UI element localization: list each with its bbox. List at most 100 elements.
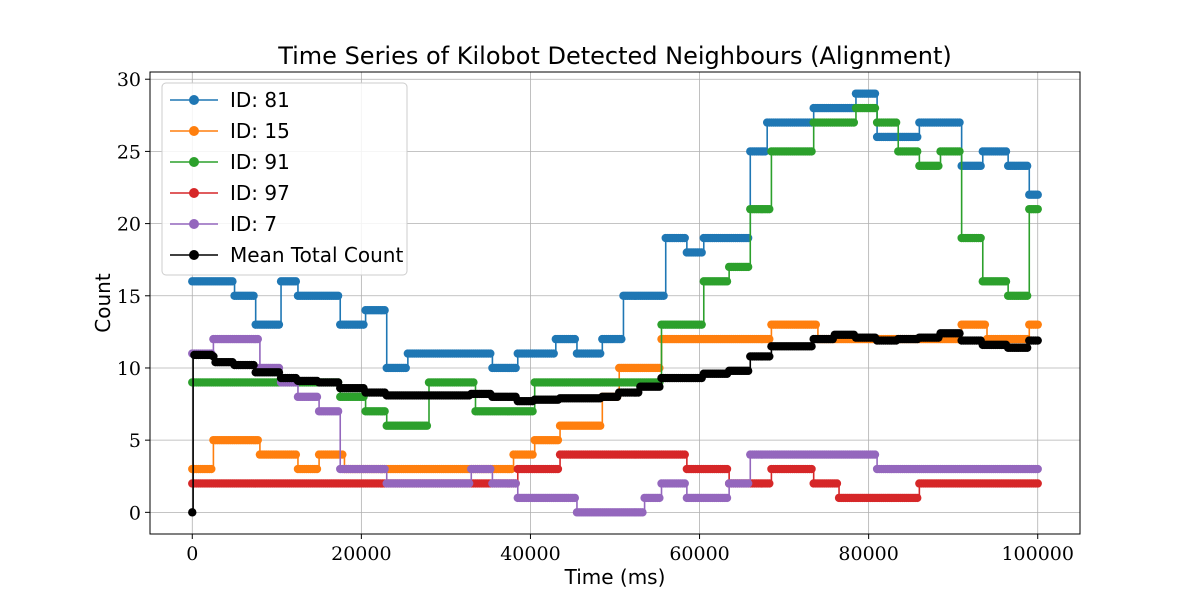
data-point (697, 248, 706, 257)
data-point (1033, 204, 1042, 214)
y-tick-label: 0 (129, 502, 141, 524)
data-point (743, 479, 753, 488)
data-point (380, 407, 389, 416)
data-point (913, 493, 922, 503)
data-point (655, 493, 664, 503)
data-point (228, 277, 237, 286)
data-point (870, 89, 880, 98)
data-point (743, 262, 753, 272)
legend-item: ID: 91 (170, 150, 290, 174)
legend-swatch-marker (189, 250, 199, 260)
data-point (680, 479, 689, 488)
data-point (697, 320, 706, 329)
y-tick-label: 15 (117, 286, 141, 308)
data-point (1033, 479, 1042, 488)
y-tick-label: 25 (117, 141, 141, 163)
data-point (870, 450, 880, 459)
series-points (188, 329, 1042, 517)
data-point (553, 464, 563, 474)
data-point (722, 464, 732, 474)
data-point (1033, 464, 1042, 474)
series-layer (188, 89, 1042, 517)
ticks: 0 20000 40000 60000 80000 100000 0 5 10 15 20 25 30 (117, 69, 1074, 565)
data-point (274, 320, 284, 329)
data-point (511, 479, 520, 488)
x-tick-label: 60000 (669, 543, 729, 565)
data-point (249, 360, 258, 370)
data-point (312, 464, 322, 474)
data-point (765, 204, 774, 214)
data-point (680, 450, 689, 459)
data-point (722, 277, 732, 286)
legend-label: ID: 15 (230, 119, 290, 143)
x-axis-label: Time (ms) (564, 565, 666, 589)
legend-swatch-marker (189, 157, 199, 167)
data-point (1033, 190, 1042, 199)
x-tick-label: 40000 (500, 543, 560, 565)
data-point (722, 493, 732, 503)
data-point (511, 363, 520, 373)
legend-label: Mean Total Count (230, 243, 403, 267)
legend-box (161, 82, 408, 276)
legend: ID: 81 ID: 15 ID: 91 ID: 97 ID: 7 Mean Total … (161, 82, 408, 276)
plot-frame (149, 71, 1081, 535)
y-tick-label: 20 (117, 214, 141, 236)
data-point (655, 363, 664, 373)
data-point (807, 147, 816, 156)
data-point (891, 118, 901, 127)
data-point (955, 118, 964, 127)
data-point (549, 349, 558, 358)
data-point (743, 366, 753, 376)
legend-label: ID: 81 (230, 88, 290, 112)
series-points (188, 89, 1042, 373)
data-point (870, 103, 880, 113)
legend-item: Mean Total Count (170, 243, 403, 267)
data-point (807, 342, 816, 351)
legend-label: ID: 91 (230, 150, 290, 174)
data-point (807, 464, 816, 474)
data-point (832, 479, 842, 488)
data-point (913, 147, 922, 156)
data-point (469, 378, 478, 387)
data-point (638, 508, 647, 517)
data-point (765, 334, 774, 344)
data-point (1033, 336, 1042, 345)
data-point (253, 334, 262, 344)
y-tick-label: 10 (117, 358, 141, 380)
x-tick-label: 0 (186, 543, 198, 565)
data-point (253, 435, 262, 445)
data-point (1001, 147, 1011, 156)
data-point (570, 334, 580, 344)
data-point (913, 132, 922, 142)
data-point (553, 435, 563, 445)
series-5 (188, 334, 1042, 517)
x-tick-label: 100000 (1001, 543, 1074, 565)
data-point (207, 464, 216, 474)
data-point (976, 233, 985, 243)
data-point (312, 392, 322, 402)
data-point (486, 464, 495, 474)
data-point (1033, 320, 1042, 329)
data-point (980, 320, 990, 329)
x-tick-label: 20000 (331, 543, 391, 565)
y-tick-label: 5 (129, 430, 141, 452)
data-point (422, 421, 432, 430)
legend-item: ID: 81 (170, 88, 290, 112)
legend-item: ID: 7 (170, 212, 277, 236)
data-point (765, 352, 774, 361)
data-point (849, 118, 859, 127)
legend-swatch-marker (189, 95, 199, 105)
y-axis-label: Count (91, 273, 115, 333)
legend-label: ID: 97 (230, 181, 290, 205)
data-point (659, 291, 668, 300)
data-point (507, 464, 516, 474)
data-point (528, 450, 537, 459)
data-point (338, 450, 347, 459)
data-point (617, 334, 626, 344)
data-point (976, 161, 985, 171)
data-point (1001, 277, 1011, 286)
data-point (1022, 343, 1032, 352)
data-point (760, 147, 770, 156)
data-point (359, 320, 368, 329)
